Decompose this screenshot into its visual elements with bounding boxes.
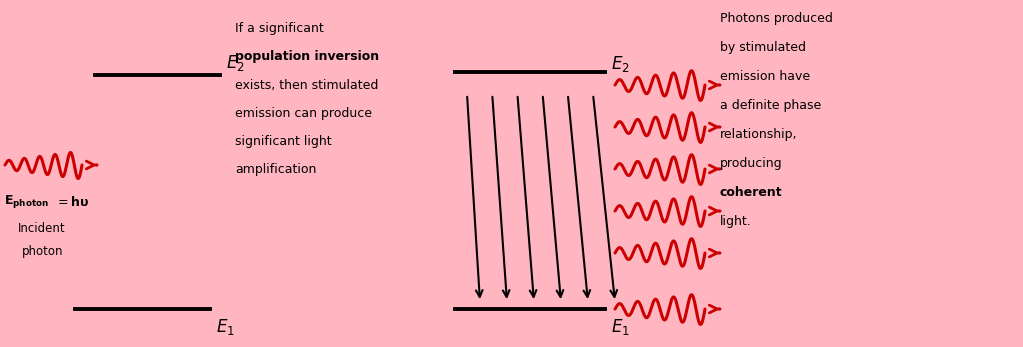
Text: by stimulated: by stimulated <box>720 41 806 54</box>
Text: significant light: significant light <box>235 135 331 148</box>
Text: population inversion: population inversion <box>235 50 380 63</box>
Text: $\mathbf{E_{photon}}$: $\mathbf{E_{photon}}$ <box>4 194 49 211</box>
Text: amplification: amplification <box>235 163 316 176</box>
Text: $E_1$: $E_1$ <box>216 317 235 337</box>
Text: relationship,: relationship, <box>720 128 798 141</box>
Text: exists, then stimulated: exists, then stimulated <box>235 79 379 92</box>
Text: producing: producing <box>720 157 783 170</box>
Text: $E_1$: $E_1$ <box>611 317 630 337</box>
Text: Photons produced: Photons produced <box>720 12 833 25</box>
Text: coherent: coherent <box>720 186 783 199</box>
Text: If a significant: If a significant <box>235 22 323 35</box>
Text: $= \mathbf{h\upsilon}$: $= \mathbf{h\upsilon}$ <box>55 195 89 209</box>
Text: Incident: Incident <box>18 222 65 236</box>
Text: a definite phase: a definite phase <box>720 99 821 112</box>
Text: $E_2$: $E_2$ <box>611 54 630 74</box>
Text: $E_2$: $E_2$ <box>226 53 244 73</box>
Text: emission can produce: emission can produce <box>235 107 372 120</box>
Text: light.: light. <box>720 215 752 228</box>
Text: photon: photon <box>23 245 63 259</box>
Text: emission have: emission have <box>720 70 810 83</box>
